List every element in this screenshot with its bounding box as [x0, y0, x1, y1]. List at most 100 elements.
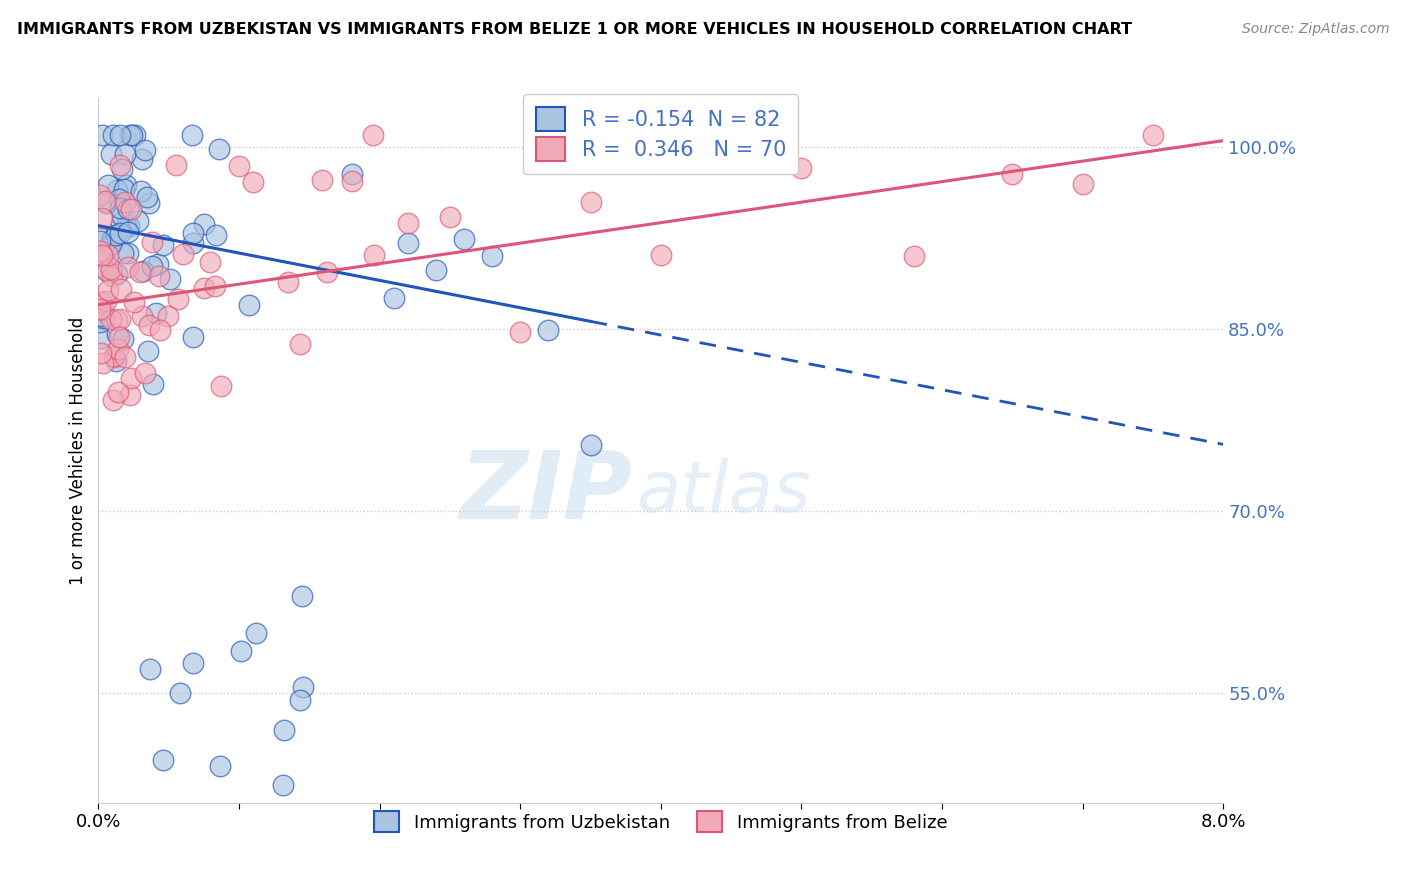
- Point: [142, 377, 165, 392]
- Point: [91, 310, 114, 324]
- Point: [209, 379, 232, 393]
- Point: [96, 263, 118, 277]
- Point: [148, 268, 170, 283]
- Point: [120, 387, 142, 401]
- Point: [152, 753, 174, 767]
- Point: [181, 330, 204, 344]
- Point: [292, 681, 315, 695]
- Point: [134, 367, 156, 381]
- Point: [167, 292, 190, 306]
- Point: [91, 356, 114, 370]
- Point: [129, 184, 152, 198]
- Point: [108, 128, 131, 142]
- Point: [1001, 167, 1024, 181]
- Point: [108, 192, 131, 206]
- Point: [90, 230, 112, 244]
- Point: [169, 686, 191, 700]
- Point: [107, 385, 129, 400]
- Text: IMMIGRANTS FROM UZBEKISTAN VS IMMIGRANTS FROM BELIZE 1 OR MORE VEHICLES IN HOUSE: IMMIGRANTS FROM UZBEKISTAN VS IMMIGRANTS…: [17, 22, 1132, 37]
- Point: [127, 214, 149, 228]
- Point: [138, 196, 160, 211]
- Point: [229, 644, 252, 658]
- Point: [110, 158, 132, 172]
- Point: [141, 259, 163, 273]
- Point: [100, 261, 122, 276]
- Point: [205, 227, 228, 242]
- Point: [149, 323, 172, 337]
- Point: [145, 305, 167, 319]
- Point: [134, 143, 156, 157]
- Point: [108, 226, 131, 240]
- Point: [97, 247, 120, 261]
- Point: [105, 354, 128, 368]
- Point: [425, 263, 447, 277]
- Point: [100, 312, 122, 326]
- Point: [128, 265, 150, 279]
- Point: [105, 183, 128, 197]
- Point: [94, 194, 117, 208]
- Point: [124, 295, 146, 310]
- Point: [108, 330, 131, 344]
- Point: [96, 264, 118, 278]
- Point: [111, 161, 134, 176]
- Point: [89, 244, 111, 258]
- Point: [107, 342, 129, 356]
- Point: [509, 326, 531, 340]
- Point: [288, 692, 311, 706]
- Point: [136, 189, 159, 203]
- Point: [340, 167, 363, 181]
- Point: [117, 225, 139, 239]
- Point: [89, 188, 111, 202]
- Point: [90, 211, 112, 226]
- Point: [103, 393, 125, 408]
- Point: [361, 128, 384, 142]
- Point: [159, 272, 181, 286]
- Point: [114, 194, 136, 209]
- Point: [131, 152, 153, 166]
- Point: [114, 146, 136, 161]
- Point: [100, 237, 122, 252]
- Point: [481, 248, 503, 262]
- Point: [105, 267, 128, 281]
- Point: [97, 241, 120, 255]
- Point: [209, 759, 232, 773]
- Point: [273, 723, 295, 737]
- Point: [112, 182, 135, 196]
- Point: [97, 283, 120, 297]
- Point: [790, 161, 813, 175]
- Point: [141, 235, 163, 250]
- Legend: Immigrants from Uzbekistan, Immigrants from Belize: Immigrants from Uzbekistan, Immigrants f…: [363, 801, 959, 843]
- Point: [118, 128, 141, 142]
- Point: [131, 309, 153, 323]
- Point: [103, 349, 125, 363]
- Point: [165, 158, 187, 172]
- Point: [114, 351, 136, 365]
- Point: [152, 238, 174, 252]
- Point: [90, 345, 112, 359]
- Point: [181, 656, 204, 670]
- Text: Source: ZipAtlas.com: Source: ZipAtlas.com: [1241, 22, 1389, 37]
- Point: [112, 245, 135, 260]
- Point: [453, 232, 475, 246]
- Point: [93, 303, 115, 318]
- Point: [382, 291, 405, 305]
- Point: [132, 264, 155, 278]
- Point: [114, 219, 136, 233]
- Point: [537, 323, 560, 337]
- Point: [110, 202, 132, 216]
- Point: [396, 216, 419, 230]
- Point: [396, 235, 419, 250]
- Point: [90, 294, 112, 309]
- Point: [114, 178, 136, 193]
- Point: [193, 281, 215, 295]
- Point: [193, 217, 215, 231]
- Point: [288, 337, 311, 351]
- Point: [121, 128, 143, 142]
- Text: atlas: atlas: [636, 458, 811, 527]
- Point: [124, 128, 146, 142]
- Point: [118, 219, 141, 233]
- Point: [120, 202, 142, 216]
- Point: [105, 313, 128, 327]
- Point: [105, 326, 128, 341]
- Point: [340, 174, 363, 188]
